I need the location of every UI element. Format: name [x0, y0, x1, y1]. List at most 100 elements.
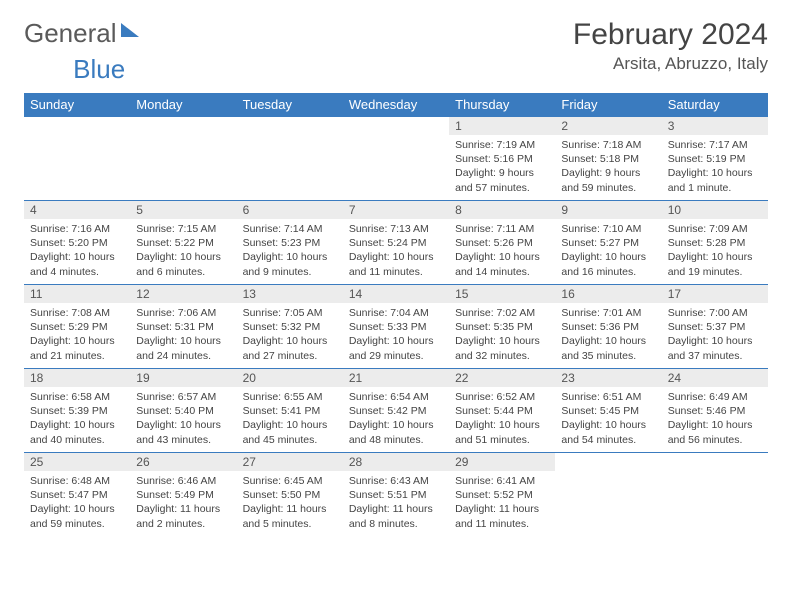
- day-number: 24: [662, 369, 768, 387]
- day-details: Sunrise: 7:13 AMSunset: 5:24 PMDaylight:…: [343, 219, 449, 283]
- calendar-day-cell: 1Sunrise: 7:19 AMSunset: 5:16 PMDaylight…: [449, 117, 555, 201]
- calendar-empty-cell: [343, 117, 449, 201]
- calendar-day-cell: 12Sunrise: 7:06 AMSunset: 5:31 PMDayligh…: [130, 285, 236, 369]
- calendar-day-cell: 5Sunrise: 7:15 AMSunset: 5:22 PMDaylight…: [130, 201, 236, 285]
- day-details: Sunrise: 7:02 AMSunset: 5:35 PMDaylight:…: [449, 303, 555, 367]
- calendar-empty-cell: [24, 117, 130, 201]
- calendar-day-cell: 24Sunrise: 6:49 AMSunset: 5:46 PMDayligh…: [662, 369, 768, 453]
- day-details: Sunrise: 6:48 AMSunset: 5:47 PMDaylight:…: [24, 471, 130, 535]
- weekday-header: Friday: [555, 93, 661, 117]
- day-details: Sunrise: 6:58 AMSunset: 5:39 PMDaylight:…: [24, 387, 130, 451]
- weekday-header: Wednesday: [343, 93, 449, 117]
- day-number: 11: [24, 285, 130, 303]
- calendar-day-cell: 21Sunrise: 6:54 AMSunset: 5:42 PMDayligh…: [343, 369, 449, 453]
- calendar-row: 1Sunrise: 7:19 AMSunset: 5:16 PMDaylight…: [24, 117, 768, 201]
- day-details: Sunrise: 6:46 AMSunset: 5:49 PMDaylight:…: [130, 471, 236, 535]
- calendar-day-cell: 20Sunrise: 6:55 AMSunset: 5:41 PMDayligh…: [237, 369, 343, 453]
- day-details: Sunrise: 6:43 AMSunset: 5:51 PMDaylight:…: [343, 471, 449, 535]
- weekday-header: Tuesday: [237, 93, 343, 117]
- day-number: 25: [24, 453, 130, 471]
- day-number: 20: [237, 369, 343, 387]
- calendar-day-cell: 3Sunrise: 7:17 AMSunset: 5:19 PMDaylight…: [662, 117, 768, 201]
- calendar-day-cell: 29Sunrise: 6:41 AMSunset: 5:52 PMDayligh…: [449, 453, 555, 537]
- day-number: 19: [130, 369, 236, 387]
- calendar-day-cell: 23Sunrise: 6:51 AMSunset: 5:45 PMDayligh…: [555, 369, 661, 453]
- calendar-day-cell: 13Sunrise: 7:05 AMSunset: 5:32 PMDayligh…: [237, 285, 343, 369]
- day-details: Sunrise: 7:06 AMSunset: 5:31 PMDaylight:…: [130, 303, 236, 367]
- brand-logo: General: [24, 18, 141, 49]
- logo-triangle-icon: [121, 23, 139, 37]
- calendar-day-cell: 2Sunrise: 7:18 AMSunset: 5:18 PMDaylight…: [555, 117, 661, 201]
- day-number: 5: [130, 201, 236, 219]
- month-title: February 2024: [573, 18, 768, 52]
- calendar-day-cell: 26Sunrise: 6:46 AMSunset: 5:49 PMDayligh…: [130, 453, 236, 537]
- calendar-day-cell: 25Sunrise: 6:48 AMSunset: 5:47 PMDayligh…: [24, 453, 130, 537]
- day-details: Sunrise: 7:04 AMSunset: 5:33 PMDaylight:…: [343, 303, 449, 367]
- day-number: 16: [555, 285, 661, 303]
- calendar-day-cell: 8Sunrise: 7:11 AMSunset: 5:26 PMDaylight…: [449, 201, 555, 285]
- day-number: 8: [449, 201, 555, 219]
- weekday-header: Monday: [130, 93, 236, 117]
- calendar-day-cell: 19Sunrise: 6:57 AMSunset: 5:40 PMDayligh…: [130, 369, 236, 453]
- calendar-empty-cell: [662, 453, 768, 537]
- day-number: 21: [343, 369, 449, 387]
- day-number: 27: [237, 453, 343, 471]
- calendar-body: 1Sunrise: 7:19 AMSunset: 5:16 PMDaylight…: [24, 117, 768, 537]
- calendar-day-cell: 10Sunrise: 7:09 AMSunset: 5:28 PMDayligh…: [662, 201, 768, 285]
- day-details: Sunrise: 6:49 AMSunset: 5:46 PMDaylight:…: [662, 387, 768, 451]
- brand-part2: Blue: [73, 54, 125, 84]
- day-number: 10: [662, 201, 768, 219]
- day-number: 28: [343, 453, 449, 471]
- calendar-row: 25Sunrise: 6:48 AMSunset: 5:47 PMDayligh…: [24, 453, 768, 537]
- calendar-row: 11Sunrise: 7:08 AMSunset: 5:29 PMDayligh…: [24, 285, 768, 369]
- day-number: 12: [130, 285, 236, 303]
- day-number: 29: [449, 453, 555, 471]
- calendar-day-cell: 9Sunrise: 7:10 AMSunset: 5:27 PMDaylight…: [555, 201, 661, 285]
- calendar-day-cell: 17Sunrise: 7:00 AMSunset: 5:37 PMDayligh…: [662, 285, 768, 369]
- day-number: 1: [449, 117, 555, 135]
- calendar-day-cell: 14Sunrise: 7:04 AMSunset: 5:33 PMDayligh…: [343, 285, 449, 369]
- brand-part1: General: [24, 18, 117, 49]
- calendar-day-cell: 22Sunrise: 6:52 AMSunset: 5:44 PMDayligh…: [449, 369, 555, 453]
- day-details: Sunrise: 6:54 AMSunset: 5:42 PMDaylight:…: [343, 387, 449, 451]
- calendar-empty-cell: [237, 117, 343, 201]
- calendar-day-cell: 27Sunrise: 6:45 AMSunset: 5:50 PMDayligh…: [237, 453, 343, 537]
- calendar-day-cell: 18Sunrise: 6:58 AMSunset: 5:39 PMDayligh…: [24, 369, 130, 453]
- day-details: Sunrise: 6:55 AMSunset: 5:41 PMDaylight:…: [237, 387, 343, 451]
- brand-part2-row: GenBlue: [24, 54, 768, 85]
- calendar-row: 18Sunrise: 6:58 AMSunset: 5:39 PMDayligh…: [24, 369, 768, 453]
- day-details: Sunrise: 7:16 AMSunset: 5:20 PMDaylight:…: [24, 219, 130, 283]
- calendar-day-cell: 15Sunrise: 7:02 AMSunset: 5:35 PMDayligh…: [449, 285, 555, 369]
- weekday-header: Saturday: [662, 93, 768, 117]
- weekday-header-row: SundayMondayTuesdayWednesdayThursdayFrid…: [24, 93, 768, 117]
- calendar-day-cell: 7Sunrise: 7:13 AMSunset: 5:24 PMDaylight…: [343, 201, 449, 285]
- day-details: Sunrise: 7:00 AMSunset: 5:37 PMDaylight:…: [662, 303, 768, 367]
- day-number: 2: [555, 117, 661, 135]
- day-number: 3: [662, 117, 768, 135]
- day-number: 15: [449, 285, 555, 303]
- calendar-day-cell: 16Sunrise: 7:01 AMSunset: 5:36 PMDayligh…: [555, 285, 661, 369]
- calendar-row: 4Sunrise: 7:16 AMSunset: 5:20 PMDaylight…: [24, 201, 768, 285]
- day-details: Sunrise: 7:19 AMSunset: 5:16 PMDaylight:…: [449, 135, 555, 199]
- day-number: 26: [130, 453, 236, 471]
- day-details: Sunrise: 7:01 AMSunset: 5:36 PMDaylight:…: [555, 303, 661, 367]
- calendar-table: SundayMondayTuesdayWednesdayThursdayFrid…: [24, 93, 768, 537]
- day-details: Sunrise: 6:45 AMSunset: 5:50 PMDaylight:…: [237, 471, 343, 535]
- day-details: Sunrise: 7:10 AMSunset: 5:27 PMDaylight:…: [555, 219, 661, 283]
- day-number: 23: [555, 369, 661, 387]
- day-number: 7: [343, 201, 449, 219]
- day-details: Sunrise: 7:18 AMSunset: 5:18 PMDaylight:…: [555, 135, 661, 199]
- day-number: 18: [24, 369, 130, 387]
- day-details: Sunrise: 6:51 AMSunset: 5:45 PMDaylight:…: [555, 387, 661, 451]
- day-number: 13: [237, 285, 343, 303]
- calendar-day-cell: 11Sunrise: 7:08 AMSunset: 5:29 PMDayligh…: [24, 285, 130, 369]
- weekday-header: Sunday: [24, 93, 130, 117]
- day-number: 22: [449, 369, 555, 387]
- weekday-header: Thursday: [449, 93, 555, 117]
- day-number: 14: [343, 285, 449, 303]
- calendar-empty-cell: [555, 453, 661, 537]
- calendar-empty-cell: [130, 117, 236, 201]
- day-number: 9: [555, 201, 661, 219]
- calendar-day-cell: 6Sunrise: 7:14 AMSunset: 5:23 PMDaylight…: [237, 201, 343, 285]
- day-details: Sunrise: 7:17 AMSunset: 5:19 PMDaylight:…: [662, 135, 768, 199]
